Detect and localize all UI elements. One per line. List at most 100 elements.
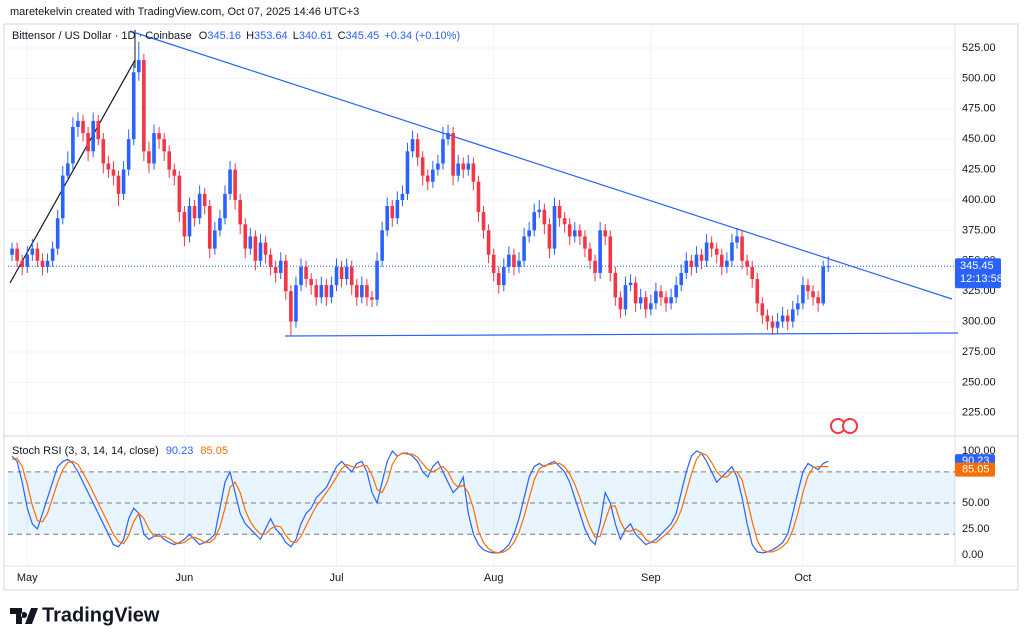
candle-body (238, 199, 242, 225)
legend: Bittensor / US Dollar · 1D · Coinbase O3… (12, 30, 460, 42)
candle-body (806, 285, 810, 292)
candle-body (643, 297, 648, 310)
candle-body (740, 236, 744, 261)
candle-body (294, 285, 298, 322)
candle-body (684, 260, 689, 273)
candle-body (339, 266, 344, 280)
candle-body (289, 291, 293, 322)
candle-body (258, 242, 263, 261)
candle-body (750, 266, 755, 280)
candle-body (187, 206, 192, 237)
candle-body (790, 309, 795, 322)
candle-body (512, 254, 516, 267)
candle-body (826, 266, 831, 268)
change: +0.34 (384, 30, 412, 42)
flag-icon (842, 418, 858, 434)
candle-body (583, 236, 587, 249)
axis-labels: 225.00250.00275.00300.00325.00350.00375.… (17, 42, 1003, 584)
candle-body (496, 272, 501, 286)
candle-body (207, 206, 212, 249)
low-value: 340.61 (299, 30, 333, 42)
candle-body (106, 163, 111, 170)
candle-body (147, 151, 151, 164)
candle-body (745, 260, 749, 267)
candle-body (329, 285, 334, 298)
candle-body (101, 139, 106, 164)
candle-body (365, 285, 369, 298)
candle-body (603, 230, 607, 237)
y-tick-label: 375.00 (962, 224, 996, 236)
candle-body (35, 248, 40, 261)
candle-body (704, 242, 709, 261)
candle-body (785, 315, 790, 322)
candle-body (314, 285, 319, 298)
candle-body (481, 212, 486, 231)
candle-body (502, 266, 506, 286)
candle-body (456, 163, 460, 176)
candle-body (476, 181, 481, 213)
d-value: 85.05 (200, 445, 228, 457)
drawings (9, 30, 959, 337)
k-value: 90.23 (166, 445, 194, 457)
candle-body (598, 230, 602, 273)
candle-body (86, 133, 90, 152)
candle-body (420, 157, 425, 176)
candle-body (669, 297, 673, 304)
candle-body (507, 254, 511, 267)
candle-body (268, 254, 273, 267)
candle-body (45, 260, 50, 267)
candle-body (486, 230, 491, 255)
candle-body (50, 248, 55, 261)
candle-body (375, 260, 379, 300)
candle-body (679, 272, 684, 286)
candle-body (243, 224, 248, 249)
candle-body (527, 230, 531, 237)
candle-body (664, 297, 668, 304)
x-tick-label: Oct (794, 572, 811, 584)
value-box-label: 85.05 (962, 463, 990, 475)
y-tick-label: 475.00 (962, 103, 996, 115)
candle-body (111, 169, 116, 176)
candle-body (816, 297, 820, 304)
candle-body (780, 315, 785, 322)
candle-body (177, 175, 182, 213)
candle-body (572, 230, 577, 237)
candle-body (20, 260, 24, 267)
candle-body (76, 120, 80, 127)
candle-body (263, 242, 268, 255)
candle-body (654, 291, 658, 304)
stoch-rsi (8, 449, 955, 554)
candle-body (811, 291, 815, 298)
y-tick-label: 400.00 (962, 194, 996, 206)
candle-body (694, 254, 699, 267)
candle-body (441, 139, 445, 164)
candle-body (116, 175, 121, 194)
candle-body (136, 60, 141, 73)
candle-body (218, 218, 222, 231)
candle-body (360, 285, 364, 298)
candle-body (557, 206, 562, 219)
candle-body (157, 133, 161, 140)
close-label: C (338, 30, 346, 42)
candle-body (765, 315, 770, 322)
y-tick-label: 425.00 (962, 163, 996, 175)
y-tick-label: 450.00 (962, 133, 996, 145)
candle-body (213, 230, 217, 249)
x-tick-label: Jun (176, 572, 194, 584)
candle-body (273, 266, 278, 273)
candle-body (71, 126, 75, 164)
candle-body (309, 279, 313, 286)
candle-body (253, 236, 258, 261)
candle-body (192, 206, 197, 219)
candle-body (152, 133, 156, 164)
logo: TradingView (10, 604, 160, 626)
flag-icons (830, 418, 858, 434)
candle-body (60, 175, 65, 219)
candle-body (121, 169, 126, 194)
candle-body (760, 303, 765, 316)
candle-body (446, 133, 450, 140)
last-price-label: 345.45 (960, 260, 994, 272)
candle-body (542, 209, 547, 225)
candle-body (689, 260, 694, 267)
candle-body (142, 60, 146, 152)
